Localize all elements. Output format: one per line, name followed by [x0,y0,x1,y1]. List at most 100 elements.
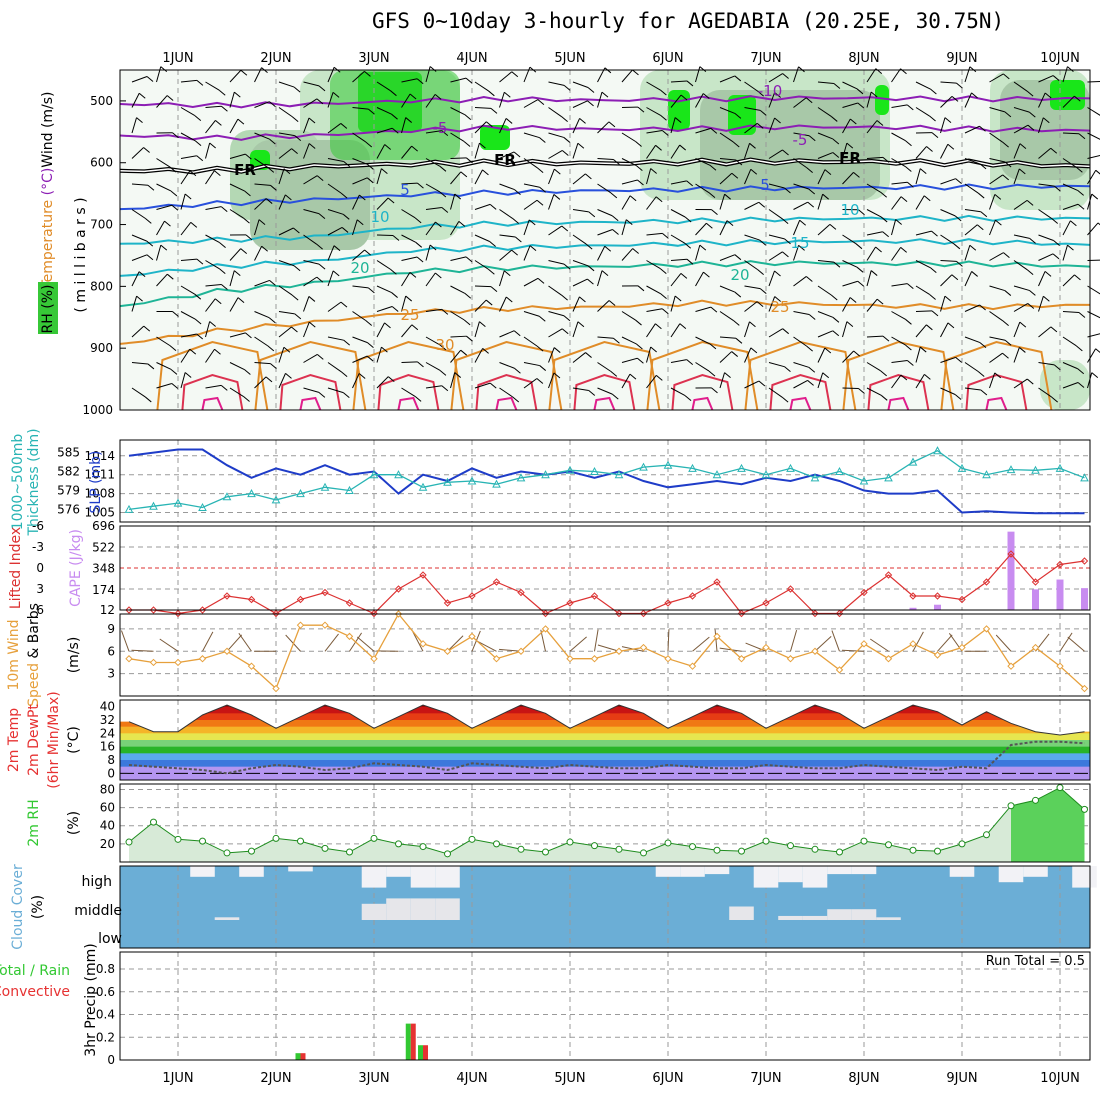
wind-barb [817,311,834,318]
wind-barb [146,254,154,261]
wind-speed-point [688,662,697,670]
wind-barb [587,87,595,93]
wind-barb [352,158,368,165]
wind-barb [756,122,764,129]
wind-speed-point [909,640,917,648]
wind-barb-10m [831,630,840,652]
y-tick-label: 0 [107,766,115,780]
wind-barb [561,294,568,301]
wind-barb [905,344,912,351]
ylabel-wind-units: (m/s) [66,637,82,674]
wind-barb [1026,269,1034,276]
wind-barb [660,89,667,96]
wind-barb [240,248,248,254]
ylabel-wind: 10m Wind [6,619,22,690]
wind-barb [719,220,728,236]
wind-barb [180,79,197,83]
wind-barb [646,129,663,134]
wind-barb [915,310,933,312]
rh-point [738,847,745,855]
wind-barb [294,313,302,320]
wind-barb [303,209,320,215]
wind-barb [660,114,667,121]
wind-barb [563,315,571,322]
wind-barb [793,311,810,315]
wind-barb [905,318,912,325]
y-tick-label: 40 [100,819,115,833]
wind-barb [744,169,752,185]
wind-barb [572,296,580,312]
wind-barb [807,380,814,386]
wind-barb [490,286,498,293]
ylabel-millibars: ( m i l l i b a r s ) [73,197,89,312]
wind-barb [303,143,310,159]
wind-barb [601,270,609,277]
wind-barb [553,347,561,353]
rh-point [983,831,990,839]
wind-barb [1051,396,1058,403]
lifted-index-point [1056,560,1064,569]
wind-barb [601,91,609,98]
cloud-middle [876,917,901,920]
y-tick-label: 0.6 [96,985,115,999]
wind-barb [172,311,179,317]
wind-barb [511,71,519,78]
wind-barb [842,387,859,390]
wind-barb [1002,174,1009,181]
wind-barb [940,234,955,245]
wind-barb [460,171,468,178]
wind-barb [376,376,389,389]
isotherm-label: 30 [435,336,454,354]
cloud-high [827,866,852,875]
wind-barb [1004,339,1012,346]
wind-barb [979,125,986,132]
temp-band [120,706,1090,715]
wind-barb [435,221,442,228]
thickness-point [394,470,403,479]
wind-barb [757,269,764,275]
cloud-high [851,866,877,875]
wind-barb [340,192,348,199]
wind-barb [1062,274,1075,287]
wind-barb [254,132,270,140]
wind-barb [563,137,571,143]
wind-barb [474,382,491,389]
wind-barb [931,310,939,317]
wind-barb [523,99,539,108]
wind-barb [806,167,813,174]
wind-barb [479,142,486,149]
wind-barb [401,145,413,159]
wind-barb [563,263,571,270]
wind-barb [425,385,442,389]
thickness-point [247,489,256,498]
wind-barb [340,301,348,308]
wind-barb [686,258,694,265]
wind-barb [1027,303,1035,309]
wind-barb [416,78,424,85]
wind-barb [686,180,694,187]
cloud-high [949,866,975,877]
y-tick-label: 1005 [84,506,115,520]
wind-speed-point [198,655,207,663]
wind-barb [670,180,687,185]
wind-barb [817,194,824,210]
wind-barb-10m [790,630,798,652]
lifted-index-point [345,599,354,607]
wind-barb [907,181,914,188]
wind-barb [308,143,316,149]
isotherm-35 [377,373,440,411]
isotherm-35 [573,373,636,411]
wind-barb [1067,244,1074,251]
thickness-point [810,473,820,482]
wind-barb [1002,141,1009,148]
rh-point [958,840,966,848]
wind-barb [352,177,368,185]
rh-point [1081,805,1088,813]
wind-barb [1029,238,1036,244]
wind-barb [425,308,442,312]
thickness-point [271,495,281,504]
wind-barb [548,150,563,159]
wind-barb [450,335,467,338]
wind-barb [964,209,981,213]
cloud-high [778,866,803,883]
